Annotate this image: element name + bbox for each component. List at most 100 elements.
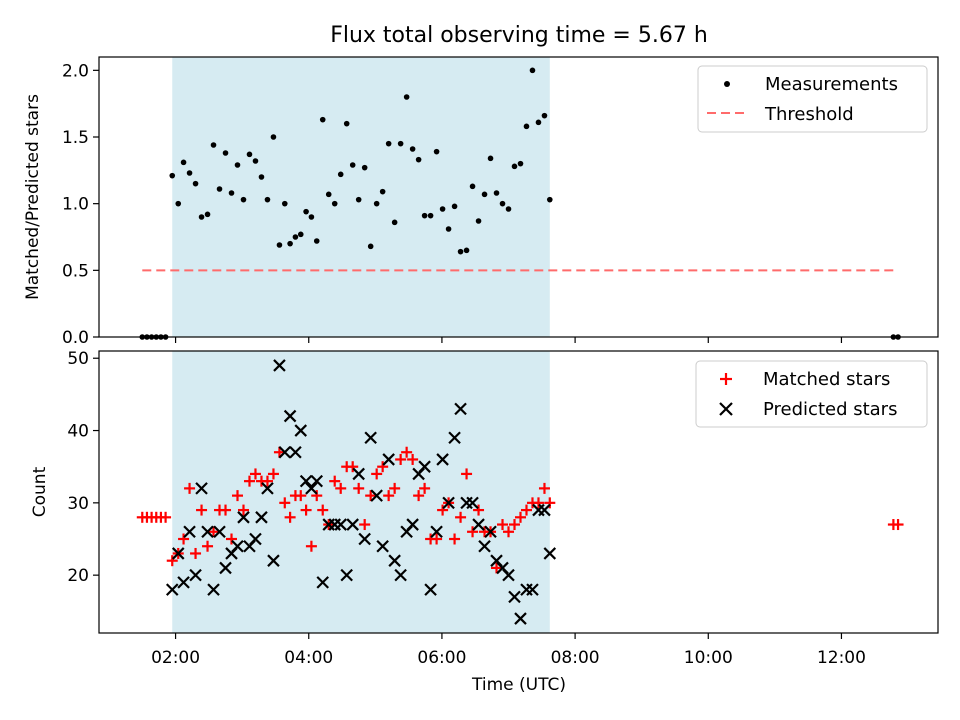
- matched-point: [467, 526, 479, 538]
- top-axes-frame: [98, 56, 939, 338]
- y-tick-label: 1.5: [62, 128, 89, 148]
- y-tick-label: 2.0: [62, 61, 89, 81]
- matched-point: [279, 497, 291, 509]
- matched-point: [311, 490, 323, 502]
- matched-point: [160, 511, 172, 523]
- data-point: [276, 242, 283, 248]
- observing-span-bottom: [172, 351, 550, 633]
- matched-point: [353, 482, 365, 494]
- data-point: [331, 200, 338, 207]
- predicted-point: [346, 518, 359, 531]
- predicted-point: [543, 547, 557, 560]
- x-tick-label: 06:00: [417, 648, 466, 668]
- predicted-point: [305, 482, 318, 495]
- predicted-point: [382, 453, 395, 466]
- data-point: [252, 158, 259, 164]
- data-point: [297, 231, 304, 238]
- y-tick-label: 20: [67, 566, 89, 586]
- matched-point: [202, 540, 214, 552]
- predicted-point: [278, 445, 292, 459]
- bottom-axes-frame: [98, 350, 939, 634]
- data-point: [439, 206, 446, 212]
- predicted-point: [376, 539, 389, 553]
- matched-point: [220, 504, 232, 516]
- matched-point: [166, 555, 178, 567]
- predicted-point: [472, 518, 485, 531]
- matched-point: [407, 453, 419, 465]
- matched-point: [431, 533, 443, 545]
- matched-point: [365, 490, 377, 502]
- data-point: [409, 146, 416, 152]
- matched-point: [300, 504, 312, 516]
- data-point: [292, 234, 299, 240]
- matched-point: [401, 446, 413, 458]
- data-point: [186, 170, 193, 176]
- matched-point: [377, 461, 389, 473]
- data-point: [546, 196, 553, 203]
- legend-label-predicted: Predicted stars: [763, 399, 897, 420]
- data-point: [325, 191, 332, 198]
- matched-point: [544, 497, 556, 509]
- data-point: [403, 94, 410, 100]
- matched-point: [449, 533, 461, 545]
- predicted-point: [508, 590, 521, 604]
- matched-point: [226, 533, 238, 545]
- data-point: [349, 162, 356, 168]
- data-point: [361, 164, 368, 171]
- y-axis-label-bottom: Count: [30, 466, 50, 517]
- matched-point: [455, 511, 467, 523]
- matched-point: [317, 504, 329, 516]
- y-tick-label: 30: [67, 494, 89, 514]
- y-tick-label: 0.5: [62, 261, 89, 281]
- data-point: [475, 218, 482, 224]
- matched-point: [892, 519, 904, 531]
- predicted-point: [171, 547, 185, 560]
- predicted-point: [370, 489, 383, 502]
- data-point: [535, 119, 542, 126]
- predicted-point: [388, 554, 401, 567]
- matched-point: [389, 482, 401, 494]
- predicted-point: [352, 467, 365, 481]
- predicted-point: [213, 525, 226, 539]
- y-tick-label: 40: [67, 422, 89, 442]
- data-point: [529, 67, 536, 74]
- data-point: [198, 214, 205, 220]
- predicted-point: [261, 482, 274, 495]
- predicted-point: [526, 583, 539, 596]
- data-point: [493, 190, 500, 196]
- data-point: [246, 151, 253, 158]
- matched-point: [395, 453, 407, 465]
- data-point: [343, 120, 350, 127]
- predicted-point: [201, 525, 214, 539]
- matched-point: [295, 490, 307, 502]
- predicted-point: [466, 496, 479, 510]
- series-matched-stars: [136, 446, 904, 574]
- data-point: [433, 148, 440, 155]
- data-point: [367, 243, 374, 250]
- data-point: [270, 134, 277, 140]
- matched-point: [335, 482, 347, 494]
- matched-point: [261, 475, 273, 487]
- predicted-point: [514, 612, 527, 625]
- matched-point: [419, 482, 431, 494]
- matched-point: [532, 497, 544, 509]
- matched-point: [473, 504, 485, 516]
- data-point: [511, 163, 518, 170]
- predicted-point: [177, 576, 190, 589]
- predicted-point: [436, 453, 449, 466]
- top-panel: 0.00.51.01.52.0 Matched/Predicted stars …: [23, 56, 939, 348]
- data-point: [379, 188, 386, 195]
- matched-point: [497, 519, 509, 531]
- data-point: [385, 140, 392, 147]
- data-point: [391, 219, 398, 226]
- matched-point: [538, 482, 550, 494]
- predicted-point: [424, 583, 437, 596]
- predicted-point: [418, 460, 431, 473]
- legend-marker-predicted: [719, 402, 733, 416]
- predicted-point: [255, 511, 268, 524]
- data-point: [240, 196, 247, 203]
- data-point: [397, 140, 404, 147]
- data-point: [505, 206, 512, 212]
- predicted-point: [484, 525, 497, 539]
